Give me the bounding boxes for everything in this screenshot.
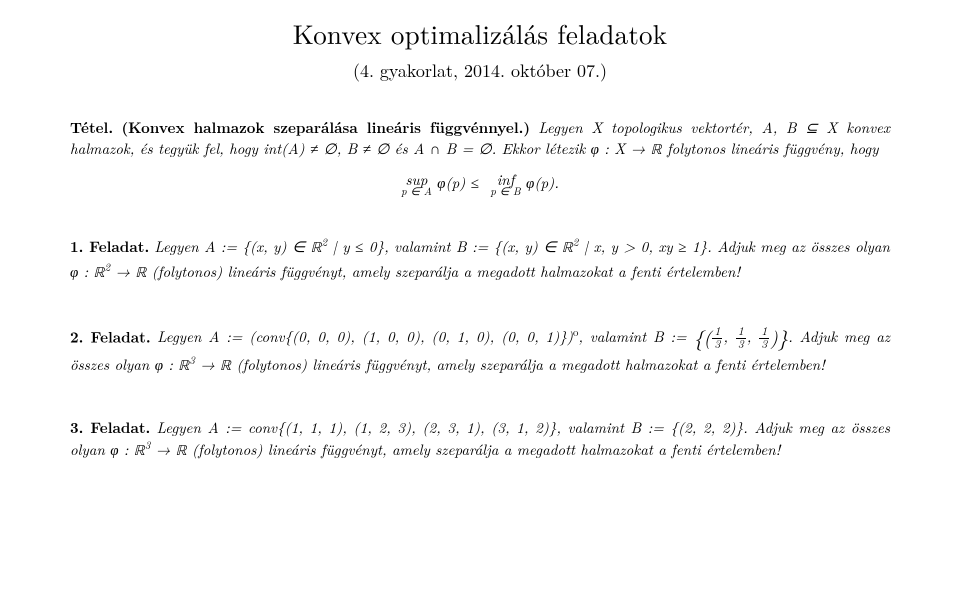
title: Konvex optimalizálás feladatok (70, 14, 890, 52)
problem3-body: Legyen A := conv{(1, 1, 1), (1, 2, 3), (… (70, 417, 890, 460)
real-symbol: ℝ (176, 444, 187, 459)
problem2-t1: Legyen A := (conv{(0, 0, 0), (1, 0, 0), … (157, 326, 573, 347)
problem1-t4: → (110, 261, 135, 282)
problem3-label: 3. Feladat. (70, 417, 150, 438)
problem1-label: 1. Feladat. (70, 236, 149, 257)
real-symbol: ℝ (135, 266, 146, 281)
problem1-t1: Legyen A := {(x, y) ∈ (154, 236, 310, 257)
subtitle: (4. gyakorlat, 2014. október 07.) (70, 58, 890, 83)
problem-2: 2. Feladat. Legyen A := (conv{(0, 0, 0),… (70, 324, 890, 377)
fraction: 13 (712, 326, 722, 350)
theorem-label: Tétel. (70, 117, 113, 138)
problem2-t2: , valamint B := (578, 326, 693, 347)
problem3-t3: (folytonos) lineáris függvényt, amely sz… (187, 439, 781, 460)
real-symbol: ℝ (134, 444, 145, 459)
phi1: φ(p) ≤ (437, 172, 479, 193)
theorem-text2: folytonos lineáris függvény, hogy (662, 138, 879, 159)
fraction: 13 (759, 326, 769, 350)
real-symbol: ℝ (311, 241, 322, 256)
real-symbol: ℝ (562, 241, 573, 256)
real-symbol: ℝ (651, 143, 662, 158)
phi2: φ(p). (526, 172, 559, 193)
problem2-body: Legyen A := (conv{(0, 0, 0), (1, 0, 0), … (70, 326, 890, 374)
theorem-name: (Konvex halmazok szeparálása lineáris fü… (121, 117, 530, 138)
theorem: Tétel. (Konvex halmazok szeparálása line… (70, 117, 890, 162)
problem2-label: 2. Feladat. (70, 326, 151, 347)
problem-3: 3. Feladat. Legyen A := conv{(1, 1, 1), … (70, 417, 890, 463)
real-symbol: ℝ (220, 359, 231, 374)
inf-lim: p ∈ B (490, 187, 520, 198)
rbrace-icon: } (778, 323, 788, 352)
inf-operator: inf p ∈ B (490, 172, 520, 198)
frac-den: 3 (736, 339, 746, 351)
lparen-icon: ( (704, 325, 712, 351)
problem2-t4: → (195, 354, 220, 375)
problem3-t2: → (150, 439, 175, 460)
frac-den: 3 (759, 339, 769, 351)
fraction: 13 (736, 326, 746, 350)
problem-1: 1. Feladat. Legyen A := {(x, y) ∈ ℝ2 | y… (70, 235, 890, 284)
page: Konvex optimalizálás feladatok (4. gyako… (0, 0, 960, 463)
problem1-t5: (folytonos) lineáris függvényt, amely sz… (146, 261, 740, 282)
lbrace-icon: { (694, 323, 704, 352)
problem1-body: Legyen A := {(x, y) ∈ ℝ2 | y ≤ 0}, valam… (70, 236, 890, 281)
problem1-t2: | y ≤ 0}, valamint B := {(x, y) ∈ (327, 236, 562, 257)
real-symbol: ℝ (178, 359, 189, 374)
problem2-t5: (folytonos) lineáris függvényt, amely sz… (231, 354, 825, 375)
rparen-icon: ) (770, 325, 778, 351)
sup-lim: p ∈ A (401, 187, 432, 198)
sup-operator: sup p ∈ A (401, 172, 432, 198)
real-symbol: ℝ (94, 266, 105, 281)
theorem-display: sup p ∈ A φ(p) ≤ inf p ∈ B φ(p). (70, 172, 890, 198)
frac-den: 3 (712, 339, 722, 351)
